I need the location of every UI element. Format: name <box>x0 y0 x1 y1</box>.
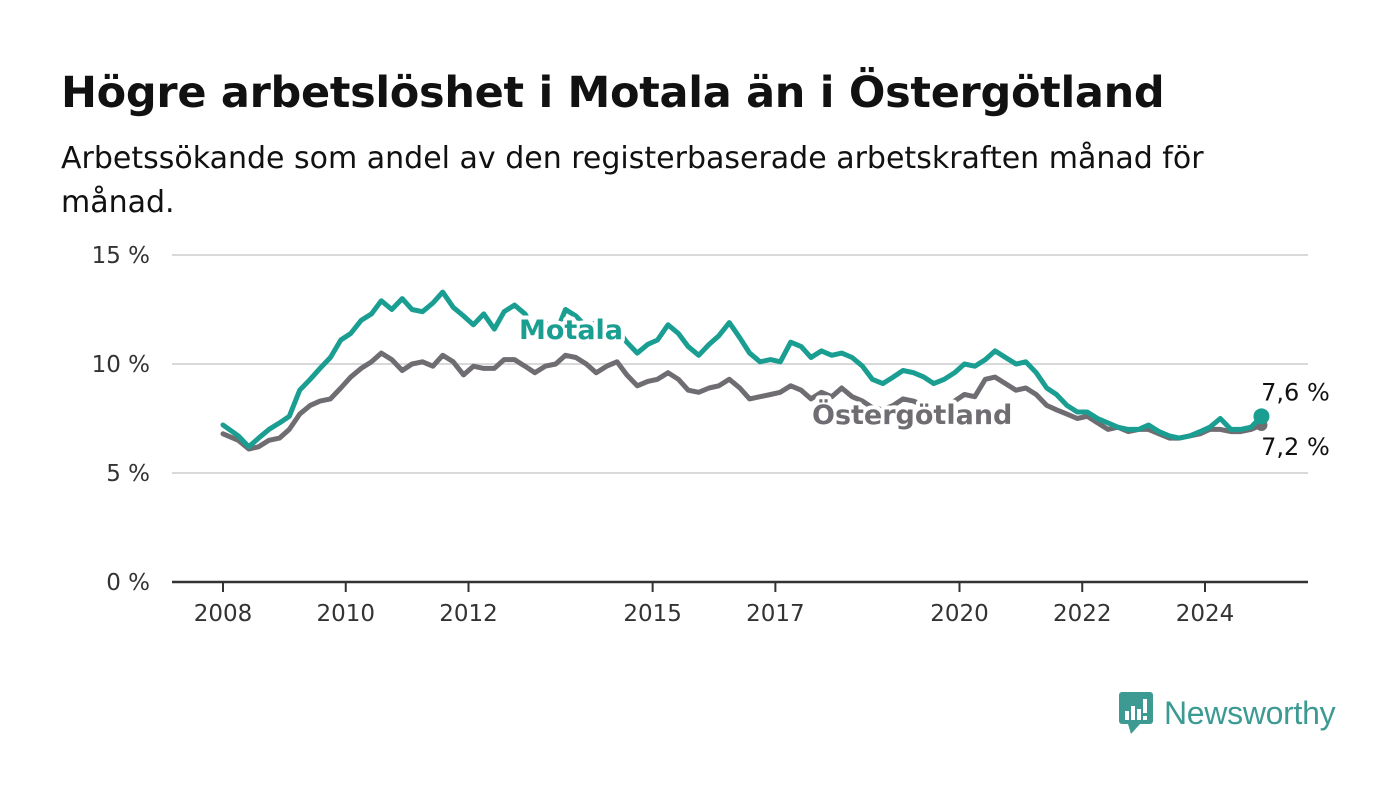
series-line-motala <box>220 289 1264 450</box>
x-tick-label-2015: 2015 <box>623 601 682 627</box>
grid-lines <box>172 254 1308 474</box>
x-axis-ticks: 2008 2010 2012 2015 2017 2020 2022 2024 <box>194 582 1235 627</box>
series-labels: Motala Östergötland 7,6 % 7,2 % <box>515 311 1333 464</box>
end-value-label-ostergotland: 7,2 % <box>1261 433 1330 461</box>
y-tick-label-5: 5 % <box>106 461 150 487</box>
end-value-label-motala: 7,6 % <box>1261 378 1330 406</box>
bar-chart-logo-icon <box>1119 692 1153 734</box>
chart-title: Högre arbetslöshet i Motala än i Östergö… <box>61 68 1165 118</box>
x-tick-label-2017: 2017 <box>746 601 805 627</box>
series-label-motala: Motala <box>519 315 623 346</box>
end-point-motala <box>1253 408 1270 425</box>
x-tick-label-2022: 2022 <box>1053 601 1112 627</box>
x-tick-label-2012: 2012 <box>439 601 498 627</box>
x-tick-label-2020: 2020 <box>930 601 989 627</box>
x-tick-label-2008: 2008 <box>194 601 253 627</box>
y-tick-label-15: 15 % <box>92 243 150 269</box>
series-lines <box>220 289 1270 452</box>
x-tick-label-2010: 2010 <box>316 601 375 627</box>
series-line-ostergotland <box>220 350 1264 452</box>
y-tick-label-0: 0 % <box>106 570 150 596</box>
newsworthy-logo: Newsworthy <box>1118 690 1336 736</box>
series-label-ostergotland: Östergötland <box>812 398 1012 431</box>
chart-subtitle: Arbetssökande som andel av den registerb… <box>61 141 1204 220</box>
y-axis-ticks: 0 % 5 % 10 % 15 % <box>92 243 150 596</box>
x-tick-label-2024: 2024 <box>1176 601 1235 627</box>
brand-name: Newsworthy <box>1164 694 1336 731</box>
y-tick-label-10: 10 % <box>92 352 150 378</box>
